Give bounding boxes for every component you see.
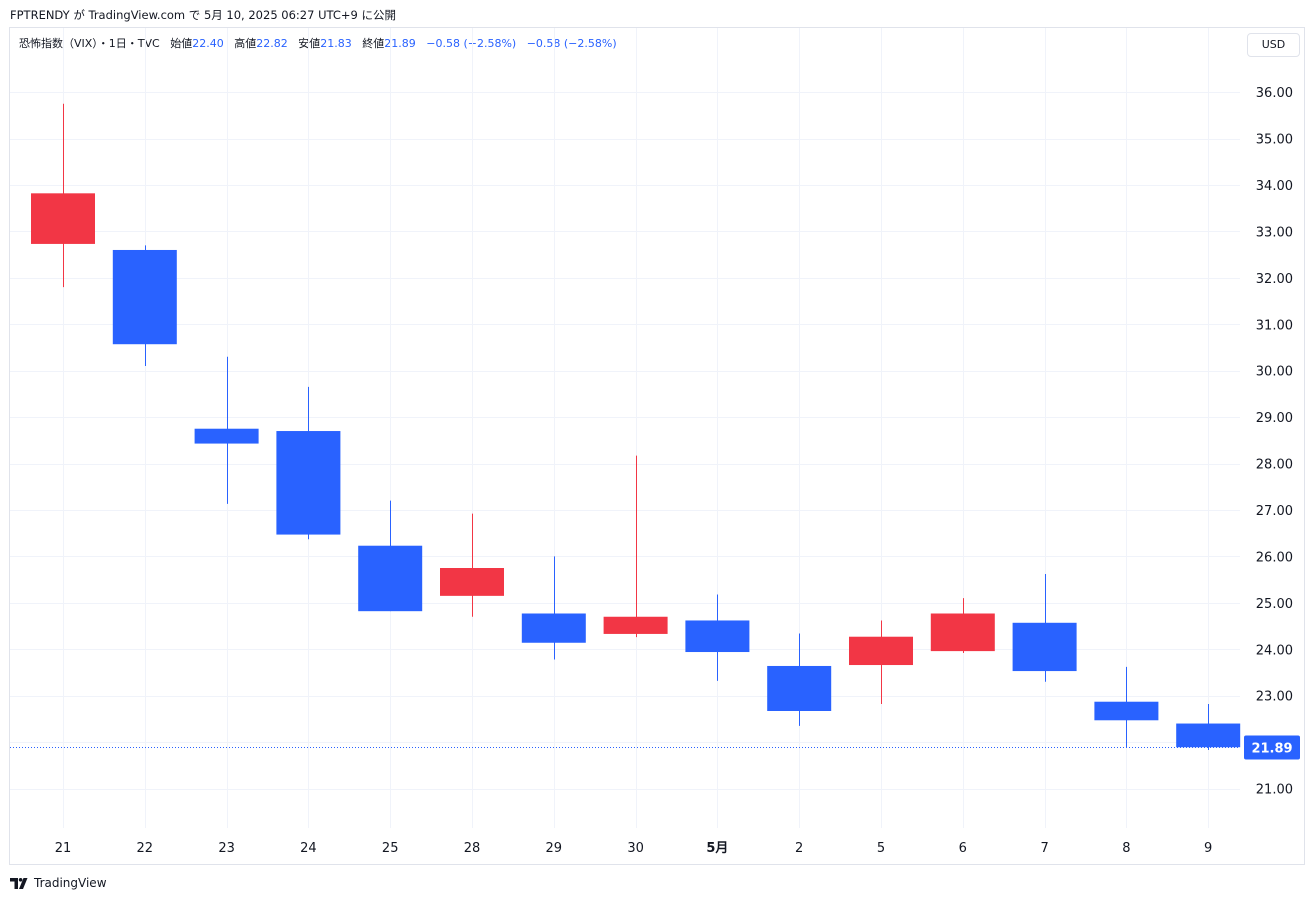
y-tick-label: 29.00 <box>1256 411 1293 426</box>
last-price-badge <box>1244 735 1300 760</box>
candle-body <box>521 613 586 643</box>
candles <box>31 103 1241 750</box>
candle-body <box>194 428 259 444</box>
candle <box>685 594 750 681</box>
candle <box>112 245 177 367</box>
x-tick-label: 30 <box>627 841 644 856</box>
candle <box>358 500 423 612</box>
y-tick-label: 34.00 <box>1256 179 1293 194</box>
x-tick-label: 29 <box>546 841 563 856</box>
last-price-label: 21.89 <box>1251 742 1292 757</box>
x-tick-label: 8 <box>1122 841 1130 856</box>
y-tick-label: 27.00 <box>1256 504 1293 519</box>
y-tick-label: 31.00 <box>1256 318 1293 333</box>
candle-body <box>767 665 832 711</box>
grid-lines <box>10 28 1240 828</box>
x-tick-label: 25 <box>382 841 399 856</box>
legend-symbol[interactable]: 恐怖指数（VIX）・1日・TVC <box>19 37 160 50</box>
x-tick-label: 28 <box>464 841 481 856</box>
tradingview-logo[interactable]: TradingView <box>10 876 107 890</box>
legend-low-value: 21.83 <box>320 37 352 50</box>
x-tick-label: 5月 <box>706 841 728 856</box>
x-tick-label: 22 <box>137 841 154 856</box>
tradingview-logo-icon <box>10 877 28 889</box>
candle <box>767 633 832 726</box>
candle <box>521 556 586 660</box>
candle-body <box>1012 622 1077 672</box>
candle <box>1094 666 1159 748</box>
x-tick-label: 2 <box>795 841 803 856</box>
legend-change-secondary: −0.58 (−2.58%) <box>526 37 617 50</box>
y-tick-label: 36.00 <box>1256 86 1293 101</box>
tradingview-brand: TradingView <box>34 876 107 890</box>
y-tick-label: 25.00 <box>1256 597 1293 612</box>
candle-body <box>31 193 95 244</box>
y-tick-label: 30.00 <box>1256 365 1293 380</box>
candle <box>440 513 504 617</box>
candle-body <box>603 616 668 634</box>
y-tick-label: 26.00 <box>1256 550 1293 565</box>
chart-legend: 恐怖指数（VIX）・1日・TVC 始値22.40 高値22.82 安値21.83… <box>19 35 617 51</box>
candle-body <box>849 636 913 666</box>
chart-frame <box>9 27 1305 865</box>
y-tick-label: 24.00 <box>1256 643 1293 658</box>
last-price-marker: 21.89 <box>10 735 1300 760</box>
candle <box>31 103 95 288</box>
x-tick-label: 23 <box>218 841 235 856</box>
legend-change: −0.58 (−2.58%) <box>426 37 517 50</box>
legend-high-value: 22.82 <box>256 37 288 50</box>
publish-caption: FPTRENDY が TradingView.com で 5月 10, 2025… <box>10 8 396 22</box>
legend-close-value: 21.89 <box>384 37 416 50</box>
candle-body <box>685 620 750 653</box>
legend-close-label: 終値 <box>362 37 385 50</box>
x-tick-label: 24 <box>300 841 317 856</box>
y-tick-label: 21.00 <box>1256 783 1293 798</box>
x-tick-label: 5 <box>877 841 885 856</box>
legend-low-label: 安値 <box>298 37 321 50</box>
candle-body <box>276 431 341 535</box>
x-tick-label: 9 <box>1204 841 1212 856</box>
candle-body <box>1094 701 1159 721</box>
x-tick-label: 7 <box>1040 841 1048 856</box>
candle <box>194 356 259 504</box>
candle <box>1012 574 1077 682</box>
candle <box>1176 704 1241 750</box>
y-tick-label: 33.00 <box>1256 225 1293 240</box>
y-tick-label: 28.00 <box>1256 458 1293 473</box>
candle <box>276 386 341 540</box>
candle-body <box>358 545 423 612</box>
y-tick-label: 35.00 <box>1256 133 1293 148</box>
candle-body <box>930 613 995 652</box>
candle <box>849 620 913 705</box>
legend-high-label: 高値 <box>234 37 257 50</box>
legend-open-value: 22.40 <box>192 37 224 50</box>
time-axis[interactable]: 21 22 23 24 25 28 29 30 5月 2 5 6 7 8 9 <box>55 841 1213 856</box>
candle-body <box>440 568 504 596</box>
x-tick-label: 21 <box>55 841 72 856</box>
legend-open-label: 始値 <box>170 37 193 50</box>
currency-button[interactable]: USD <box>1247 33 1300 57</box>
candle-body <box>112 249 177 345</box>
candle-body <box>1176 723 1241 748</box>
candle <box>603 455 668 638</box>
price-axis[interactable]: 21.0022.0023.0024.0025.0026.0027.0028.00… <box>1256 86 1293 797</box>
y-tick-label: 32.00 <box>1256 272 1293 287</box>
y-tick-label: 23.00 <box>1256 690 1293 705</box>
x-tick-label: 6 <box>959 841 967 856</box>
candle <box>930 598 995 653</box>
